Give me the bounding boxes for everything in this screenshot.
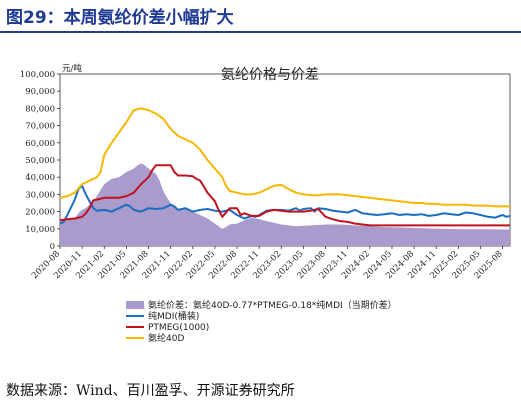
title-rule bbox=[0, 31, 521, 33]
y-tick-label: 0 bbox=[50, 242, 55, 252]
ptmeg-line bbox=[59, 164, 510, 227]
legend-swatch-spread bbox=[126, 301, 144, 309]
legend-item-mdi: 纯MDI(桶装) bbox=[126, 310, 199, 322]
chart-title: 氨纶价格与价差 bbox=[221, 67, 319, 83]
spandex-line bbox=[59, 107, 510, 208]
y-tick-label: 40,000 bbox=[25, 173, 55, 183]
spread-area bbox=[60, 163, 510, 246]
y-tick-label: 50,000 bbox=[25, 156, 55, 166]
y-tick-label: 90,000 bbox=[25, 87, 55, 97]
axes-layer: 0 10,000 20,000 30,000 40,000 50,000 60,000 70,… bbox=[20, 70, 505, 281]
legend-item-ptmeg: PTMEG(1000) bbox=[126, 323, 209, 333]
y-tick-label: 20,000 bbox=[25, 208, 55, 218]
y-axis-unit-label: 元/吨 bbox=[62, 63, 82, 74]
legend-label-spread: 氨纶价差：氨纶40D-0.77*PTMEG-0.18*纯MDI（当期价差） bbox=[148, 299, 397, 311]
y-tick-label: 60,000 bbox=[25, 139, 55, 149]
y-tick-label: 10,000 bbox=[25, 225, 55, 235]
y-tick-label: 80,000 bbox=[25, 104, 55, 114]
legend: 氨纶价差：氨纶40D-0.77*PTMEG-0.18*纯MDI（当期价差）纯MD… bbox=[126, 299, 397, 344]
source-note: 数据来源：Wind、百川盈孚、开源证券研究所 bbox=[6, 383, 295, 399]
y-tick-label: 30,000 bbox=[25, 190, 55, 200]
y-tick-label: 70,000 bbox=[25, 122, 55, 132]
figure-title: 图29：本周氨纶价差小幅扩大 bbox=[6, 8, 234, 28]
legend-label-ptmeg: PTMEG(1000) bbox=[148, 323, 209, 333]
series-layer bbox=[59, 107, 511, 246]
legend-label-mdi: 纯MDI(桶装) bbox=[148, 310, 199, 322]
legend-label-spandex: 氨纶40D bbox=[148, 332, 184, 344]
spandex-spread-chart: 0 10,000 20,000 30,000 40,000 50,000 60,000 70,… bbox=[20, 63, 511, 344]
y-tick-label: 100,000 bbox=[20, 70, 55, 80]
legend-item-spandex: 氨纶40D bbox=[126, 332, 184, 344]
legend-item-spread: 氨纶价差：氨纶40D-0.77*PTMEG-0.18*纯MDI（当期价差） bbox=[126, 299, 397, 311]
